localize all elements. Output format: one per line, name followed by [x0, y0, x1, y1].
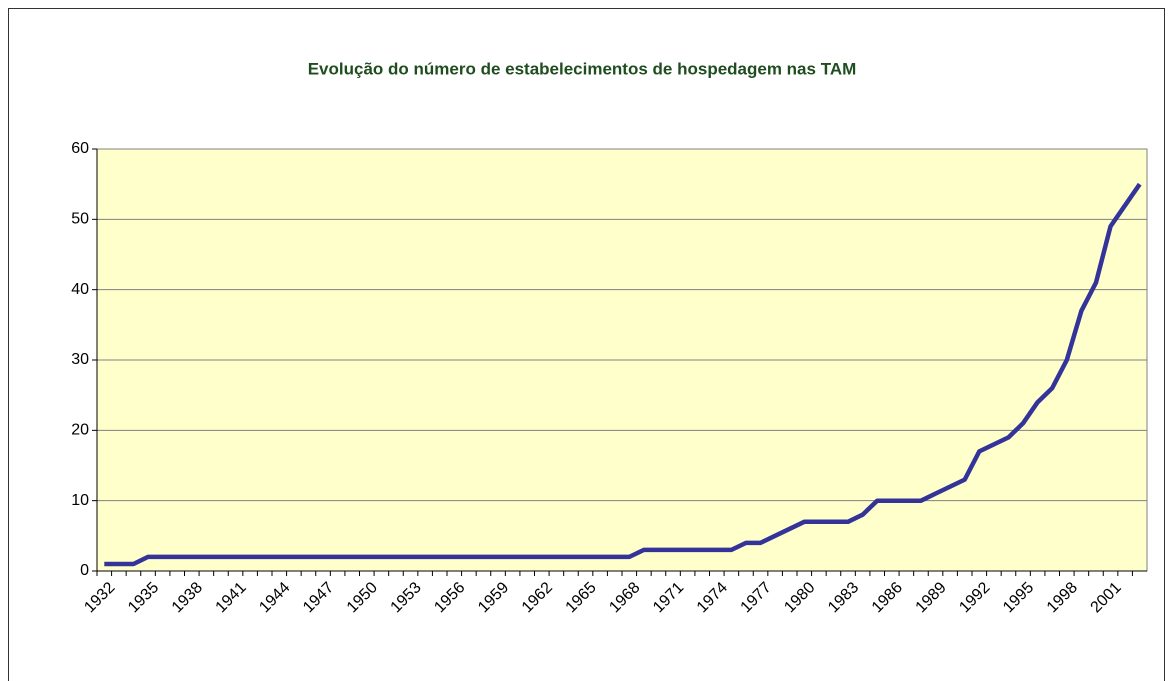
data-line — [104, 182, 1142, 567]
y-tick-label: 20 — [71, 422, 89, 439]
y-tick-label: 30 — [71, 351, 89, 368]
chart-title: Evolução do número de estabelecimentos d… — [308, 59, 857, 78]
y-tick-label: 50 — [71, 211, 89, 228]
y-tick-label: 60 — [71, 140, 89, 157]
y-tick-label: 40 — [71, 281, 89, 298]
y-tick-label: 10 — [71, 492, 89, 509]
y-tick-label: 0 — [80, 562, 89, 579]
